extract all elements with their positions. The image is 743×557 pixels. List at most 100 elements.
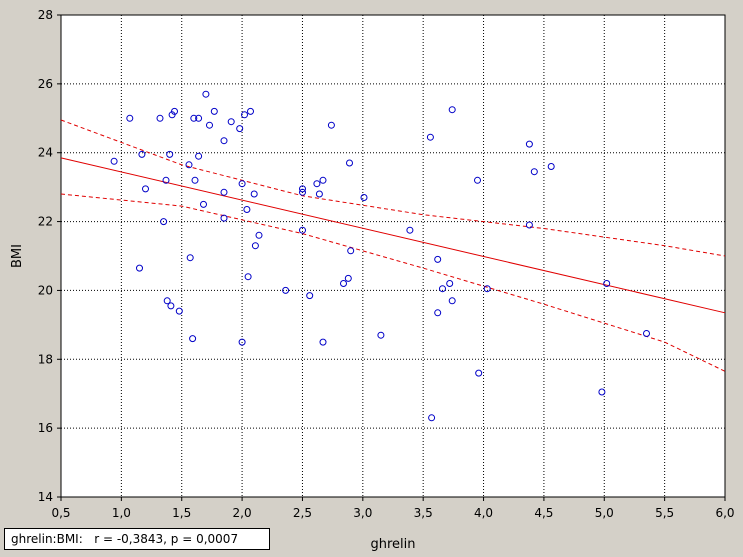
x-tick-label: 4,0 [474, 506, 493, 520]
x-tick-label: 2,5 [293, 506, 312, 520]
data-point [142, 185, 149, 193]
data-point [160, 218, 168, 226]
y-axis-label: BMI [10, 244, 25, 268]
data-point [251, 242, 259, 250]
data-point [244, 273, 252, 281]
data-point [166, 150, 174, 158]
x-tick-label: 1,5 [172, 506, 191, 520]
confidence-band [60, 119, 726, 372]
data-point [190, 114, 198, 122]
data-point [346, 159, 353, 167]
data-point [238, 180, 246, 188]
data-point [162, 176, 170, 184]
data-point [426, 133, 434, 141]
data-point [483, 285, 491, 293]
data-point [156, 114, 164, 122]
x-tick-label: 2,0 [233, 506, 252, 520]
data-point [360, 194, 368, 201]
x-tick-label: 5,0 [595, 506, 614, 520]
data-point [200, 200, 207, 208]
data-point [136, 264, 143, 272]
y-tick-label: 24 [38, 146, 53, 160]
data-point [377, 331, 385, 339]
data-point [439, 285, 446, 293]
data-point [220, 137, 228, 145]
data-point [340, 280, 347, 287]
data-point [227, 118, 235, 126]
data-point [250, 190, 258, 198]
data-point [319, 176, 327, 184]
data-point [474, 176, 481, 184]
data-point [110, 157, 118, 165]
data-point [525, 140, 533, 148]
data-point [347, 247, 355, 255]
stats-pair-label: ghrelin:BMI: [11, 532, 83, 546]
x-axis-ticks: 0,5 1,0 1,5 2,0 2,5 3,0 3,5 4,0 4,5 5,0 5,5 6,0 [51, 497, 735, 520]
data-point [315, 190, 323, 198]
x-tick-label: 5,5 [655, 506, 674, 520]
y-tick-label: 20 [38, 283, 53, 297]
y-tick-label: 28 [38, 8, 53, 22]
data-point [255, 231, 263, 239]
data-point [299, 188, 306, 196]
data-point [434, 309, 442, 317]
data-point [206, 121, 213, 129]
data-point [191, 176, 199, 184]
data-points [110, 90, 650, 422]
y-axis-ticks: 14 16 18 20 22 24 26 28 [38, 8, 61, 504]
stats-values: r = -0,3843, p = 0,0007 [94, 532, 239, 546]
data-point [195, 152, 203, 160]
data-point [598, 388, 606, 396]
y-tick-label: 18 [38, 352, 53, 366]
y-tick-label: 26 [38, 77, 53, 91]
plot-area [60, 14, 726, 498]
data-point [236, 125, 244, 133]
x-tick-label: 3,5 [414, 506, 433, 520]
x-tick-label: 6,0 [715, 506, 734, 520]
data-point [434, 255, 442, 263]
data-point [475, 369, 483, 377]
data-point [175, 307, 183, 315]
data-point [448, 106, 456, 114]
data-point [547, 163, 555, 170]
x-tick-label: 4,5 [534, 506, 553, 520]
regression-fit-line [60, 157, 726, 314]
data-point [195, 114, 203, 122]
data-point [138, 150, 146, 158]
data-point [126, 114, 134, 122]
data-point [446, 280, 454, 287]
y-tick-label: 16 [38, 421, 53, 435]
data-point [306, 292, 314, 300]
confidence-band-lower [60, 193, 726, 372]
data-point [428, 414, 436, 422]
data-point [241, 111, 248, 119]
regression-line [60, 157, 726, 314]
data-point [189, 335, 197, 343]
data-point [525, 221, 533, 229]
y-tick-label: 14 [38, 490, 53, 504]
data-point [220, 188, 228, 196]
data-point [603, 280, 611, 287]
data-point [167, 302, 175, 310]
data-point [299, 185, 306, 193]
data-point [185, 161, 193, 169]
correlation-stats-box: ghrelin:BMI: r = -0,3843, p = 0,0007 [4, 528, 270, 550]
data-point [186, 254, 194, 262]
x-tick-label: 1,0 [112, 506, 131, 520]
data-point [210, 107, 218, 115]
data-point [319, 338, 327, 346]
x-tick-label: 0,5 [51, 506, 70, 520]
data-point [220, 214, 228, 222]
x-axis-label: ghrelin [370, 537, 415, 552]
x-tick-label: 3,0 [353, 506, 372, 520]
data-point [299, 226, 306, 234]
data-point [202, 90, 210, 98]
data-point [530, 168, 538, 176]
data-point [247, 107, 254, 115]
data-point [163, 297, 171, 305]
data-point [313, 180, 321, 188]
data-point [344, 274, 352, 282]
data-point [243, 206, 251, 213]
data-point [282, 286, 290, 294]
data-point [171, 107, 178, 115]
